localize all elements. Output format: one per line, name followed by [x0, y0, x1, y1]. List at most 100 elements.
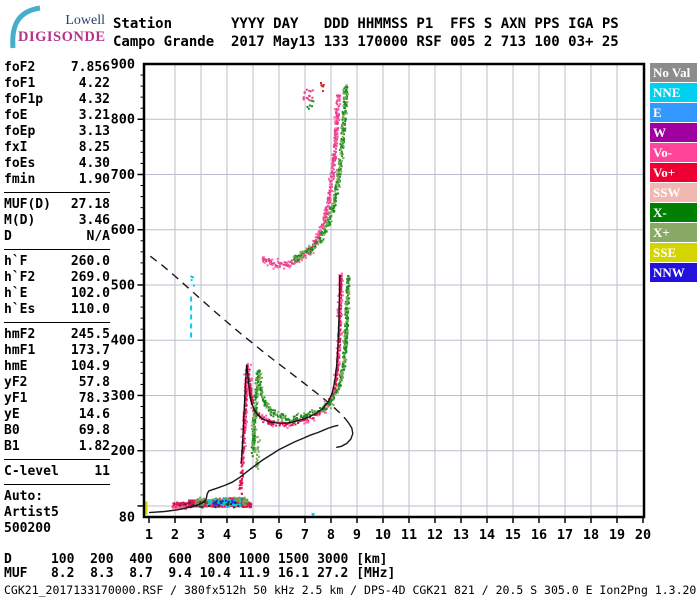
param-label: M(D): [4, 213, 36, 228]
y-tick-label-800: 800: [111, 112, 135, 128]
param-label: foF1p: [4, 92, 44, 107]
x-tick-label-19: 19: [609, 527, 625, 543]
x-tick-label-20: 20: [635, 527, 651, 543]
param-label: B0: [4, 423, 20, 438]
param-row-hf: h`F 260.0: [4, 254, 110, 270]
x-tick-label-14: 14: [479, 527, 495, 543]
trace-muf-curve-tail: [336, 422, 354, 449]
y-tick-label-300: 300: [111, 388, 135, 404]
echo-direction-legend: No Val NNE E W Vo- Vo+ SSW X- X+ SSE NNW: [650, 63, 697, 283]
param-value: 27.18: [70, 197, 110, 212]
trace-f-trace-x-olive: [250, 289, 351, 453]
param-row-foep: foEp 3.13: [4, 124, 110, 140]
param-row-d: D N/A: [4, 229, 110, 245]
trace-f-trace-x-below-cusp: [255, 435, 261, 470]
param-label: D: [4, 229, 12, 244]
legend-item-sse: SSE: [650, 243, 697, 262]
y-tick-label-900: 900: [111, 57, 135, 73]
param-row-fof1: foF1 4.22: [4, 76, 110, 92]
legend-item-nnw: NNW: [650, 263, 697, 282]
param-label: Auto:: [4, 489, 44, 504]
param-value: 4.22: [78, 76, 110, 91]
y-tick-label-80: 80: [119, 510, 135, 526]
x-tick-label-5: 5: [249, 527, 257, 543]
param-value: 7.856: [70, 60, 110, 75]
trace-second-hop-x-olive: [292, 84, 349, 264]
param-row-fmin: fmin 1.90: [4, 172, 110, 188]
param-value: 245.5: [70, 327, 110, 342]
param-value: 104.9: [70, 359, 110, 374]
param-row-yf1: yF1 78.3: [4, 391, 110, 407]
param-value: 3.13: [78, 124, 110, 139]
param-label: h`E: [4, 286, 28, 301]
legend-item-x-: X-: [650, 203, 697, 222]
x-tick-label-10: 10: [375, 527, 391, 543]
param-value: 11: [94, 464, 110, 479]
yellow-axis-marker: [144, 501, 148, 515]
param-label: B1: [4, 439, 20, 454]
y-tick-label-400: 400: [111, 333, 135, 349]
speckle-regions: [171, 81, 325, 516]
trace-muf-curve: [149, 255, 350, 424]
trace-f-trace-o-below-cusp: [238, 461, 245, 495]
x-tick-label-9: 9: [353, 527, 361, 543]
param-label: MUF(D): [4, 197, 51, 212]
param-label: C-level: [4, 464, 59, 479]
param-value: 102.0: [70, 286, 110, 301]
panel-divider: [4, 322, 110, 323]
param-value: 1.90: [78, 172, 110, 187]
panel-divider: [4, 484, 110, 485]
y-tick-label-500: 500: [111, 277, 135, 293]
param-value: 3.46: [78, 213, 110, 228]
legend-item-e: E: [650, 103, 697, 122]
header-line1: Station YYYY DAY DDD HHMMSS P1 FFS S AXN…: [113, 16, 619, 32]
panel-divider: [4, 192, 110, 193]
param-row-hf2: h`F2 269.0: [4, 270, 110, 286]
param-value: 3.21: [78, 108, 110, 123]
x-tick-label-8: 8: [327, 527, 335, 543]
lowell-digisonde-logo: Lowell DIGISONDE: [10, 5, 106, 49]
param-label: hmF1: [4, 343, 36, 358]
y-tick-label-600: 600: [111, 222, 135, 238]
param-label: foEp: [4, 124, 36, 139]
param-row-b1: B1 1.82: [4, 439, 110, 455]
param-row-b0: B0 69.8: [4, 423, 110, 439]
x-tick-label-2: 2: [171, 527, 179, 543]
x-tick-label-4: 4: [223, 527, 231, 543]
x-tick-label-3: 3: [197, 527, 205, 543]
header-line2: Campo Grande 2017 May13 133 170000 RSF 0…: [113, 34, 619, 50]
legend-item-ssw: SSW: [650, 183, 697, 202]
param-row-fxi: fxI 8.25: [4, 140, 110, 156]
logo-digisonde-text: DIGISONDE: [18, 29, 106, 45]
legend-item-noval: No Val: [650, 63, 697, 82]
panel-divider: [4, 249, 110, 250]
param-row-hmf2: hmF2 245.5: [4, 327, 110, 343]
param-row-mufd: MUF(D) 27.18: [4, 197, 110, 213]
trace-f-trace-o-pink: [240, 272, 344, 463]
param-label: foEs: [4, 156, 36, 171]
param-row-clevel: C-level 11: [4, 464, 110, 480]
legend-item-x+: X+: [650, 223, 697, 242]
trace-f-trace-fit-line: [240, 274, 341, 463]
param-label: fxI: [4, 140, 28, 155]
x-tick-label-13: 13: [453, 527, 469, 543]
x-tick-label-15: 15: [505, 527, 521, 543]
trace-true-height-profile: [148, 424, 339, 514]
trace-f-trace-x: [250, 275, 351, 458]
param-label: yF2: [4, 375, 28, 390]
x-tick-label-11: 11: [401, 527, 417, 543]
param-value: 260.0: [70, 254, 110, 269]
distance-row: D 100 200 400 600 800 1000 1500 3000 [km…: [4, 552, 388, 567]
x-tick-label-1: 1: [145, 527, 153, 543]
x-tick-label-16: 16: [531, 527, 547, 543]
plot-frame: [142, 62, 646, 519]
logo-arc: [10, 5, 41, 49]
x-tick-label-7: 7: [301, 527, 309, 543]
param-row-ye: yE 14.6: [4, 407, 110, 423]
param-label: fmin: [4, 172, 36, 187]
param-value: 4.32: [78, 92, 110, 107]
param-row-hes: h`Es 110.0: [4, 302, 110, 318]
param-label: foE: [4, 108, 28, 123]
footer-file-info: CGK21_2017133170000.RSF / 380fx512h 50 k…: [4, 583, 697, 597]
